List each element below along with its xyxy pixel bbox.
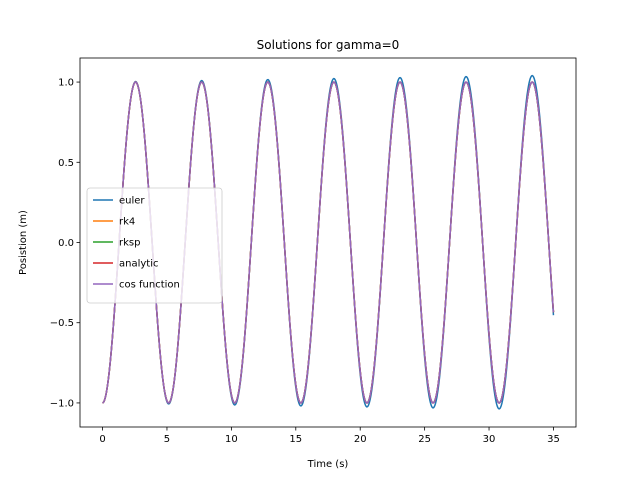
series-line-cos-function (102, 81, 555, 404)
x-tick-label: 20 (354, 434, 367, 445)
chart-title: Solutions for gamma=0 (257, 38, 400, 52)
legend-label: cos function (119, 280, 180, 291)
legend-label: euler (119, 196, 145, 207)
y-axis-label: Posistion (m) (18, 210, 29, 275)
x-tick-label: 0 (99, 434, 105, 445)
legend-label: rksp (119, 238, 140, 249)
y-axis-ticks: −1.0 −0.5 0.0 0.5 1.0 (50, 78, 80, 409)
y-tick-label: −1.0 (50, 398, 74, 409)
x-axis-ticks: 0 5 10 15 20 25 30 35 (99, 427, 560, 445)
y-tick-label: −0.5 (50, 318, 74, 329)
legend-box (86, 187, 223, 304)
y-tick-label: 0.0 (58, 238, 74, 249)
x-tick-label: 35 (547, 434, 560, 445)
x-tick-label: 10 (225, 434, 238, 445)
y-tick-label: 0.5 (58, 158, 74, 169)
y-tick-label: 1.0 (58, 78, 74, 89)
x-axis-label: Time (s) (307, 459, 349, 470)
legend: euler rk4 rksp analytic cos function (86, 187, 223, 304)
series-layer (102, 74, 555, 410)
x-tick-label: 15 (289, 434, 302, 445)
x-tick-label: 25 (418, 434, 431, 445)
legend-label: rk4 (119, 217, 135, 228)
legend-label: analytic (119, 259, 159, 270)
x-tick-label: 30 (483, 434, 496, 445)
x-tick-label: 5 (164, 434, 170, 445)
